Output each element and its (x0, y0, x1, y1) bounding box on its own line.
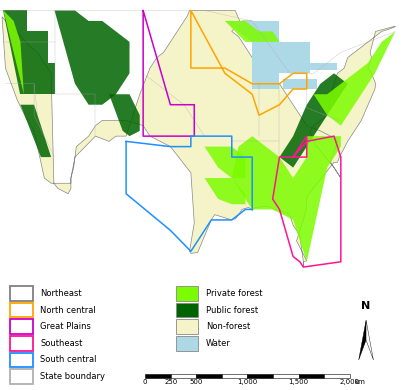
Text: Private forest: Private forest (206, 289, 262, 298)
Bar (176, 319, 198, 334)
Polygon shape (20, 105, 51, 157)
Text: N: N (362, 301, 371, 311)
Polygon shape (279, 73, 348, 168)
Polygon shape (204, 147, 245, 178)
Bar (176, 336, 198, 351)
Bar (10, 353, 33, 367)
Polygon shape (2, 11, 396, 267)
Polygon shape (310, 63, 337, 70)
Text: Northeast: Northeast (40, 289, 82, 298)
Text: 1,000: 1,000 (237, 379, 258, 385)
Text: North central: North central (40, 306, 96, 315)
Text: State boundary: State boundary (40, 372, 105, 381)
Text: 500: 500 (190, 379, 203, 385)
Bar (10, 369, 33, 384)
Polygon shape (366, 320, 373, 360)
Text: 2,000: 2,000 (339, 379, 360, 385)
Polygon shape (283, 78, 317, 89)
Polygon shape (204, 178, 245, 204)
Bar (10, 286, 33, 301)
Polygon shape (225, 21, 279, 42)
Text: 0: 0 (143, 379, 148, 385)
Bar (196, 374, 222, 378)
Text: km: km (355, 379, 366, 385)
Polygon shape (232, 136, 341, 262)
Text: South central: South central (40, 355, 97, 365)
Bar (176, 286, 198, 301)
Bar (10, 336, 33, 351)
Polygon shape (307, 32, 396, 126)
Text: Great Plains: Great Plains (40, 322, 91, 331)
Text: Southeast: Southeast (40, 339, 83, 348)
Bar (247, 374, 273, 378)
Text: Water: Water (206, 339, 231, 348)
Polygon shape (252, 42, 279, 89)
Bar (10, 303, 33, 317)
Text: Public forest: Public forest (206, 306, 258, 315)
Polygon shape (109, 94, 140, 136)
Bar (171, 374, 196, 378)
Bar (299, 374, 324, 378)
Bar (176, 303, 198, 317)
Bar (273, 374, 299, 378)
Polygon shape (279, 42, 310, 73)
Polygon shape (54, 11, 130, 105)
Polygon shape (359, 320, 366, 360)
Polygon shape (3, 11, 24, 94)
Text: 250: 250 (164, 379, 178, 385)
Bar (222, 374, 247, 378)
Bar (10, 319, 33, 334)
Text: 1,500: 1,500 (288, 379, 309, 385)
Bar (145, 374, 171, 378)
Bar (324, 374, 350, 378)
Text: Non-forest: Non-forest (206, 322, 250, 331)
Polygon shape (225, 21, 279, 42)
Polygon shape (3, 11, 54, 94)
